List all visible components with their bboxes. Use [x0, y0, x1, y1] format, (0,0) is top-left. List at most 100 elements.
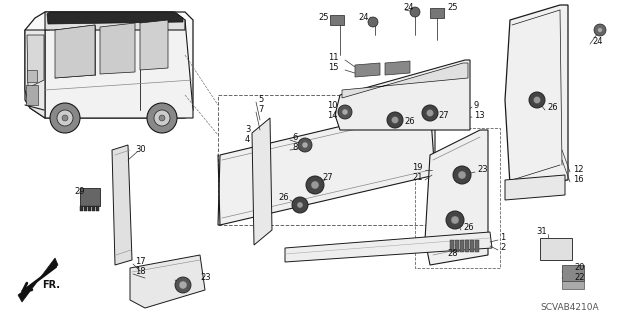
Bar — [430, 8, 444, 18]
Polygon shape — [342, 63, 468, 98]
Bar — [218, 95, 428, 225]
Text: 10: 10 — [327, 100, 337, 109]
Text: 26: 26 — [278, 194, 289, 203]
Bar — [415, 128, 500, 268]
Bar — [562, 265, 584, 281]
Text: 12: 12 — [573, 166, 584, 174]
Bar — [465, 240, 469, 252]
Circle shape — [338, 105, 352, 119]
Polygon shape — [252, 118, 272, 245]
Circle shape — [446, 211, 464, 229]
Text: 25: 25 — [318, 12, 328, 21]
Circle shape — [297, 202, 303, 208]
Circle shape — [534, 97, 541, 103]
Circle shape — [62, 115, 68, 121]
Text: 7: 7 — [258, 106, 264, 115]
Circle shape — [387, 112, 403, 128]
Polygon shape — [112, 145, 132, 265]
Circle shape — [422, 105, 438, 121]
Text: 16: 16 — [573, 175, 584, 184]
Polygon shape — [140, 20, 168, 70]
Circle shape — [147, 103, 177, 133]
Bar — [562, 281, 584, 289]
Polygon shape — [505, 5, 568, 185]
Polygon shape — [47, 12, 183, 24]
Bar — [88, 206, 91, 211]
Text: 23: 23 — [477, 166, 488, 174]
Text: 8: 8 — [292, 144, 298, 152]
Text: FR.: FR. — [42, 280, 60, 290]
Text: 1: 1 — [500, 234, 505, 242]
Text: 18: 18 — [135, 268, 146, 277]
Bar — [92, 206, 95, 211]
Text: 5: 5 — [258, 95, 263, 105]
Polygon shape — [100, 23, 135, 74]
Bar — [84, 206, 87, 211]
Circle shape — [298, 138, 312, 152]
Polygon shape — [55, 25, 95, 78]
Polygon shape — [45, 20, 193, 118]
Text: 29: 29 — [74, 188, 84, 197]
Polygon shape — [25, 12, 193, 118]
Circle shape — [179, 281, 187, 289]
Text: 21: 21 — [412, 174, 422, 182]
Text: 11: 11 — [328, 54, 339, 63]
Text: 24: 24 — [358, 12, 369, 21]
Circle shape — [306, 176, 324, 194]
Circle shape — [159, 115, 165, 121]
Circle shape — [598, 27, 602, 33]
Circle shape — [175, 277, 191, 293]
Text: 26: 26 — [463, 224, 474, 233]
Circle shape — [292, 197, 308, 213]
Polygon shape — [285, 232, 492, 262]
Text: 27: 27 — [322, 174, 333, 182]
Text: SCVAB4210A: SCVAB4210A — [540, 303, 598, 313]
Polygon shape — [130, 255, 205, 308]
Polygon shape — [335, 60, 470, 130]
Circle shape — [458, 171, 466, 179]
Polygon shape — [218, 105, 435, 225]
Polygon shape — [45, 12, 185, 30]
Bar — [450, 240, 454, 252]
Polygon shape — [25, 30, 45, 118]
Circle shape — [311, 181, 319, 189]
Text: 26: 26 — [404, 117, 415, 127]
Polygon shape — [385, 61, 410, 75]
Circle shape — [302, 142, 308, 148]
Text: 17: 17 — [135, 257, 146, 266]
Text: 14: 14 — [327, 110, 337, 120]
Circle shape — [451, 216, 459, 224]
Polygon shape — [18, 258, 58, 302]
Text: 25: 25 — [447, 3, 458, 11]
Circle shape — [368, 17, 378, 27]
Polygon shape — [355, 63, 380, 77]
Polygon shape — [27, 35, 44, 88]
Bar — [470, 240, 474, 252]
Bar — [540, 238, 572, 260]
Text: 31: 31 — [536, 227, 547, 236]
Text: 26: 26 — [547, 103, 557, 113]
Text: 9: 9 — [474, 100, 479, 109]
Bar — [80, 188, 100, 206]
Circle shape — [453, 166, 471, 184]
Text: 15: 15 — [328, 63, 339, 72]
Bar — [330, 15, 344, 25]
Text: 4: 4 — [245, 136, 250, 145]
Bar — [26, 85, 38, 105]
Circle shape — [392, 116, 399, 123]
Text: 28: 28 — [447, 249, 458, 257]
Circle shape — [529, 92, 545, 108]
Text: 2: 2 — [500, 243, 505, 253]
Circle shape — [594, 24, 606, 36]
Circle shape — [154, 110, 170, 126]
Polygon shape — [505, 175, 565, 200]
Bar — [475, 240, 479, 252]
Circle shape — [50, 103, 80, 133]
Circle shape — [57, 110, 73, 126]
Text: 23: 23 — [200, 273, 211, 283]
Text: 20: 20 — [574, 263, 584, 272]
Circle shape — [410, 7, 420, 17]
Circle shape — [426, 109, 433, 116]
Text: 30: 30 — [135, 145, 146, 154]
Polygon shape — [425, 130, 488, 265]
